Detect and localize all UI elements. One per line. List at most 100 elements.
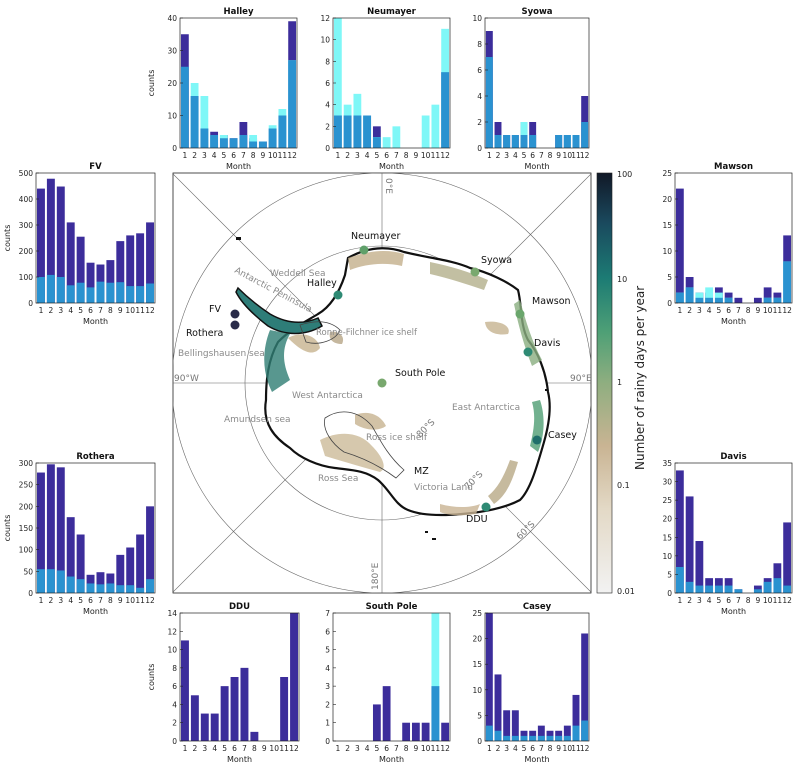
bar-mid	[343, 115, 352, 148]
y-tick-label: 5	[477, 711, 482, 720]
bar-mid	[494, 730, 502, 741]
bar-total	[675, 470, 684, 593]
bar-total	[402, 722, 411, 741]
bar-mid	[136, 286, 145, 303]
y-tick-label: 10	[662, 247, 672, 256]
bar-mid	[36, 277, 45, 303]
x-axis-label: Month	[227, 755, 252, 764]
ross-ice-shelf	[324, 411, 405, 479]
chart-title: Davis	[720, 452, 746, 462]
bar-mid	[529, 135, 537, 148]
label-ross-sea: Ross Sea	[318, 474, 358, 484]
x-tick-label: 3	[202, 151, 207, 160]
bar-total	[503, 710, 511, 741]
bar-mid	[333, 115, 342, 148]
x-tick-label: 2	[345, 151, 350, 160]
y-tick-label: 14	[167, 609, 177, 618]
bar-mid	[685, 581, 694, 593]
bar-light	[421, 115, 430, 148]
label-east-antarctica: East Antarctica	[452, 403, 520, 413]
x-tick-label: 6	[384, 151, 389, 160]
station-label-ddu: DDU	[466, 514, 488, 525]
x-tick-label: 4	[365, 151, 370, 160]
x-tick-label: 7	[736, 306, 741, 315]
x-tick-label: 12	[580, 744, 590, 753]
y-tick-label: 20	[167, 79, 177, 88]
y-tick-label: 0	[477, 737, 482, 746]
y-tick-label: 4	[325, 101, 330, 110]
y-tick-label: 25	[662, 496, 672, 505]
x-tick-label: 3	[697, 596, 702, 605]
x-axis-label: Month	[83, 607, 108, 616]
chart-title: Mawson	[714, 162, 753, 172]
x-tick-label: 12	[782, 306, 792, 315]
bar-mid	[116, 585, 125, 593]
y-tick-label: 30	[662, 478, 672, 487]
bar-mid	[86, 583, 95, 593]
bar-total	[46, 464, 55, 593]
y-tick-label: 4	[325, 664, 330, 673]
x-tick-label: 1	[183, 744, 188, 753]
x-tick-label: 12	[289, 744, 299, 753]
x-tick-label: 10	[563, 151, 573, 160]
x-tick-label: 10	[268, 151, 278, 160]
x-tick-label: 3	[58, 596, 63, 605]
bar-mid	[581, 122, 589, 148]
x-tick-label: 1	[39, 306, 44, 315]
y-tick-label: 400	[19, 195, 34, 204]
station-label-syowa: Syowa	[481, 255, 512, 266]
x-tick-label: 4	[707, 306, 712, 315]
x-tick-label: 7	[98, 306, 103, 315]
bar-total	[76, 534, 85, 593]
bar-light	[431, 104, 440, 148]
y-axis-label: counts	[147, 664, 156, 691]
x-tick-label: 11	[571, 151, 581, 160]
y-tick-label: 0	[325, 144, 330, 153]
station-markers	[230, 245, 542, 512]
bar-light	[200, 96, 209, 148]
bar-total	[136, 233, 145, 303]
bar-mid	[511, 735, 519, 741]
x-tick-label: 1	[335, 151, 340, 160]
bar-total	[695, 541, 704, 593]
x-tick-label: 11	[773, 306, 783, 315]
bar-total	[136, 534, 145, 593]
bar-light	[431, 613, 440, 741]
y-tick-label: 6	[325, 627, 330, 636]
bar-mid	[268, 128, 277, 148]
bar-mid	[249, 141, 258, 148]
x-tick-label: 2	[687, 306, 692, 315]
x-tick-label: 12	[440, 151, 450, 160]
x-tick-label: 9	[556, 151, 561, 160]
x-tick-label: 6	[384, 744, 389, 753]
x-tick-label: 12	[580, 151, 590, 160]
bar-mid	[136, 587, 145, 593]
bar-mid	[146, 283, 155, 303]
y-tick-label: 3	[325, 682, 330, 691]
bar-mid	[724, 297, 733, 303]
colorbar-label: Number of rainy days per year	[633, 286, 647, 470]
bar-mid	[546, 735, 554, 741]
bar-total	[441, 722, 450, 741]
x-tick-label: 7	[539, 151, 544, 160]
x-tick-label: 2	[496, 151, 501, 160]
bar-total	[382, 686, 391, 741]
bar-mid	[126, 585, 135, 593]
y-tick-label: 10	[320, 36, 330, 45]
x-tick-label: 8	[404, 744, 409, 753]
y-tick-label: 20	[662, 195, 672, 204]
bar-mid	[783, 261, 792, 303]
x-tick-label: 9	[118, 306, 123, 315]
station-label-mawson: Mawson	[532, 296, 571, 307]
y-tick-label: 2	[172, 719, 177, 728]
x-tick-label: 10	[269, 744, 279, 753]
bar-mid	[529, 735, 537, 741]
y-tick-label: 8	[172, 664, 177, 673]
x-tick-label: 1	[677, 596, 682, 605]
bar-mid	[734, 589, 743, 593]
bar-mid	[695, 585, 704, 593]
station-label-neumayer: Neumayer	[351, 231, 401, 242]
